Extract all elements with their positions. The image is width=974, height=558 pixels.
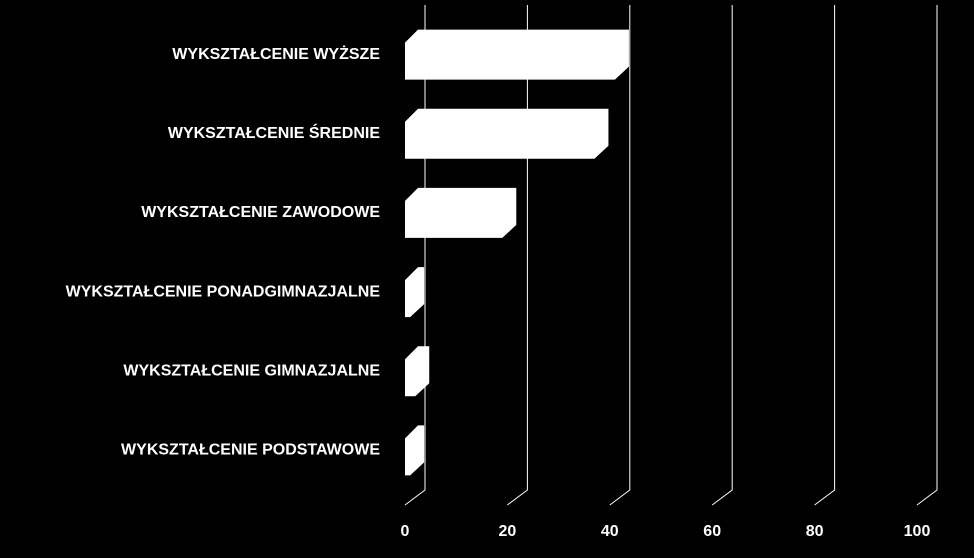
x-tick-label: 20 bbox=[499, 523, 517, 540]
x-tick-label: 80 bbox=[806, 523, 824, 540]
x-tick-label: 100 bbox=[904, 523, 931, 540]
bar bbox=[405, 108, 609, 159]
y-tick-label: WYKSZTAŁCENIE ZAWODOWE bbox=[141, 204, 380, 221]
bar bbox=[405, 346, 430, 397]
x-tick-label: 40 bbox=[601, 523, 619, 540]
x-tick-label: 60 bbox=[703, 523, 721, 540]
grid-line bbox=[507, 5, 528, 506]
y-tick-label: WYKSZTAŁCENIE ŚREDNIE bbox=[168, 123, 380, 142]
x-tick-label: 0 bbox=[401, 523, 410, 540]
y-tick-label: WYKSZTAŁCENIE GIMNAZJALNE bbox=[123, 362, 380, 379]
bar bbox=[405, 187, 517, 238]
y-tick-label: WYKSZTAŁCENIE WYŻSZE bbox=[172, 45, 380, 63]
y-tick-label: WYKSZTAŁCENIE PONADGIMNAZJALNE bbox=[66, 283, 381, 300]
bar bbox=[405, 425, 425, 476]
y-tick-label: WYKSZTAŁCENIE PODSTAWOWE bbox=[121, 442, 380, 459]
grid-line bbox=[609, 5, 631, 506]
grid-line bbox=[711, 5, 733, 506]
bar bbox=[405, 29, 629, 80]
grid-line bbox=[916, 5, 938, 506]
grid-line bbox=[814, 5, 836, 506]
bar bbox=[405, 267, 425, 318]
grid-line bbox=[404, 5, 426, 506]
